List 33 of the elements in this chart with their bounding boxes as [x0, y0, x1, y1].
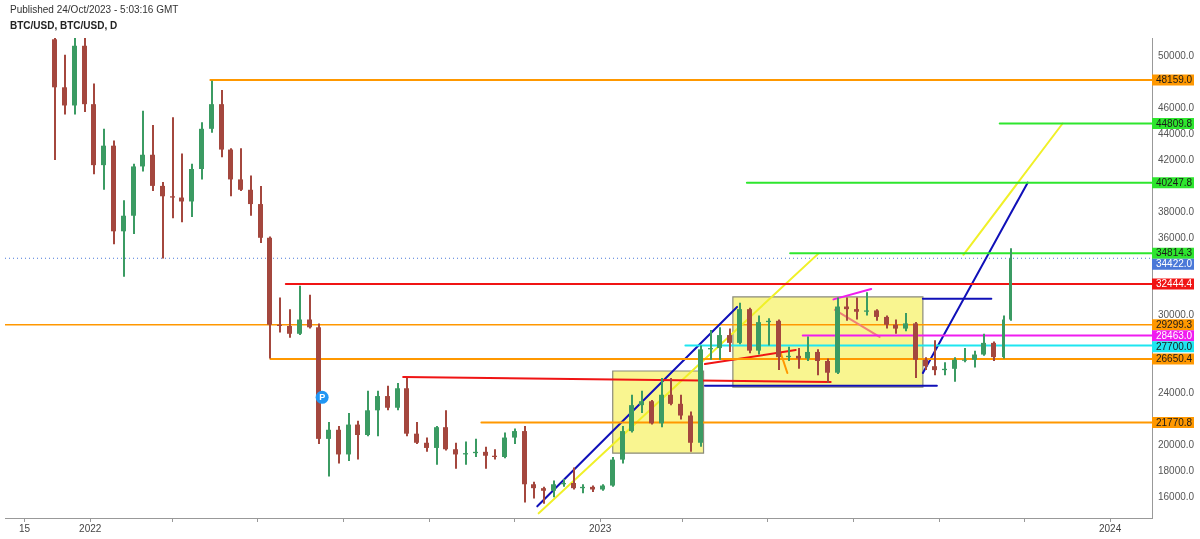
- x-tick-label: 2023: [589, 522, 612, 534]
- x-tick-label: 2022: [79, 522, 102, 534]
- y-tick-label: 36000.0: [1158, 231, 1195, 243]
- y-tick-label: 42000.0: [1158, 153, 1195, 165]
- annotation: P: [319, 392, 326, 403]
- data-label: 26650.4: [1156, 353, 1193, 365]
- chart-title: BTC/USD, BTC/USD, D: [10, 19, 118, 31]
- candlestick: [962, 348, 967, 363]
- candlestick: [864, 292, 869, 316]
- y-tick-label: 20000.0: [1158, 439, 1195, 451]
- y-tick-label: 44000.0: [1158, 127, 1195, 139]
- y-tick-label: 18000.0: [1158, 465, 1195, 477]
- x-tick-label: 2024: [1098, 522, 1122, 534]
- data-label: 40247.8: [1156, 176, 1193, 188]
- y-tick-label: 38000.0: [1158, 205, 1195, 217]
- data-label: 32444.4: [1156, 278, 1193, 290]
- candlestick: [170, 117, 175, 219]
- candlestick: [854, 297, 859, 320]
- data-label: 34814.3: [1156, 247, 1193, 259]
- data-label: 44809.8: [1156, 117, 1193, 129]
- data-label: 28463.0: [1156, 329, 1193, 341]
- data-label: 27700.0: [1156, 340, 1193, 352]
- y-tick-label: 50000.0: [1158, 49, 1195, 61]
- ref-line-label: 29299.3: [1156, 318, 1193, 330]
- ref-line-label: 34422.0: [1156, 258, 1193, 270]
- x-tick-label: 15: [19, 522, 31, 534]
- y-tick-label: 24000.0: [1158, 387, 1195, 399]
- data-label: 21770.8: [1156, 416, 1193, 428]
- text: Published 24/Oct/2023 - 5:03:16 GMT: [10, 3, 179, 15]
- y-tick-label: 30000.0: [1158, 309, 1195, 321]
- data-label: 48159.0: [1156, 74, 1193, 86]
- y-tick-label: 16000.0: [1158, 490, 1195, 502]
- y-tick-label: 46000.0: [1158, 101, 1195, 113]
